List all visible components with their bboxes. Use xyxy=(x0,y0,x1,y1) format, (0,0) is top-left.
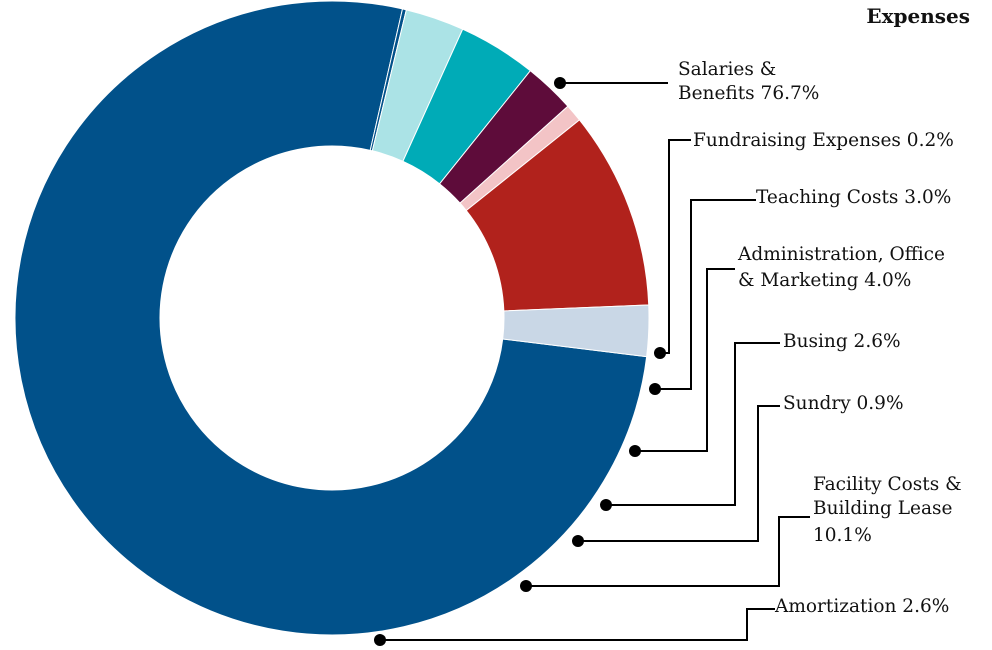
leader-dot-busing xyxy=(600,499,612,511)
label-salaries-and-benefits: Salaries & Benefits 76.7% xyxy=(678,59,819,104)
leader-busing xyxy=(606,342,780,506)
slice-amortization xyxy=(502,304,650,358)
label-administration-office-and-marketing: Administration, Office & Marketing 4.0% xyxy=(737,244,945,291)
label-sundry: Sundry 0.9% xyxy=(783,393,904,414)
leader-dot-sundry xyxy=(572,535,584,547)
leader-amortization xyxy=(380,608,775,641)
leader-fundraising-expenses xyxy=(660,139,691,354)
leader-lines xyxy=(374,77,810,646)
label-fundraising-expenses: Fundraising Expenses 0.2% xyxy=(693,130,954,151)
leader-dot-amortization xyxy=(374,634,386,646)
label-teaching-costs: Teaching Costs 3.0% xyxy=(756,187,951,208)
label-facility-costs-and-building-lease: Facility Costs & Building Lease 10.1% xyxy=(813,474,962,546)
leader-facility-costs-and-building-lease xyxy=(526,516,810,587)
leader-dot-administration-office-and-marketing xyxy=(629,445,641,457)
leader-dot-facility-costs-and-building-lease xyxy=(520,580,532,592)
leader-administration-office-and-marketing xyxy=(635,268,735,452)
leader-dot-salaries-and-benefits xyxy=(554,77,566,89)
donut-slices xyxy=(14,0,650,636)
leader-dot-teaching-costs xyxy=(649,383,661,395)
label-amortization: Amortization 2.6% xyxy=(774,596,949,617)
leader-dot-fundraising-expenses xyxy=(654,347,666,359)
leader-teaching-costs xyxy=(655,199,756,390)
chart-title: Expenses xyxy=(866,4,970,28)
leader-sundry xyxy=(578,405,780,542)
slice-salaries-and-benefits xyxy=(14,0,648,636)
slice-labels: Salaries & Benefits 76.7% Fundraising Expe… xyxy=(678,59,962,617)
label-busing: Busing 2.6% xyxy=(783,331,901,352)
